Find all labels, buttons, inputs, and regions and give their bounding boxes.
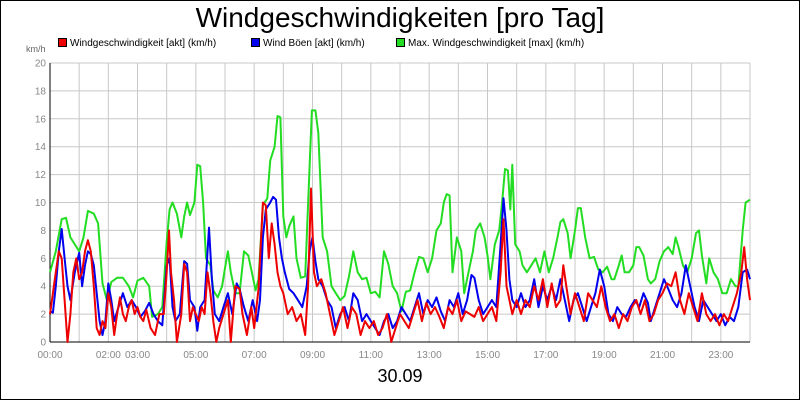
x-tick-label: 11:00 [359,350,384,361]
x-tick-label: 07:00 [242,350,267,361]
x-tick-label: 00:00 [37,350,62,361]
y-tick-label: 6 [40,254,46,265]
x-tick-label: 05:00 [183,350,208,361]
y-tick-label: 8 [40,226,46,237]
legend-label-max: Max. Windgeschwindigkeit [max] (km/h) [408,38,585,49]
y-tick-label: 0 [40,338,46,349]
y-axis-unit: km/h [26,44,46,54]
legend-item-max: Max. Windgeschwindigkeit [max] (km/h) [396,37,585,50]
series-line-max [49,109,751,318]
x-tick-label: 02:00 [96,350,121,361]
y-tick-label: 2 [40,310,46,321]
x-tick-label: 17:00 [533,350,558,361]
y-tick-label: 14 [35,142,47,153]
legend-item-boeen: Wind Böen [akt] (km/h) [251,37,365,50]
legend-label-boeen: Wind Böen [akt] (km/h) [263,38,365,49]
x-tick-label: 23:00 [708,350,733,361]
y-tick-label: 20 [35,59,47,70]
legend-swatch-akt [58,37,67,47]
legend-swatch-boeen [251,37,260,47]
x-tick-label: 09:00 [300,350,325,361]
x-tick-label: 19:00 [592,350,617,361]
series-line-akt [49,187,751,343]
y-tick-label: 18 [35,86,47,97]
x-axis-date-label: 30.09 [377,366,423,386]
y-tick-label: 10 [35,198,47,209]
y-tick-label: 4 [40,282,46,293]
x-tick-label: 15:00 [475,350,500,361]
x-tick-label: 21:00 [650,350,675,361]
x-tick-label: 03:00 [125,350,150,361]
chart-title: Windgeschwindigkeiten [pro Tag] [195,2,605,33]
y-tick-label: 16 [35,114,47,125]
y-tick-label: 12 [35,170,47,181]
x-tick-label: 13:00 [417,350,442,361]
legend-item-akt: Windgeschwindigkeit [akt] (km/h) [58,37,217,50]
legend-label-akt: Windgeschwindigkeit [akt] (km/h) [70,38,217,49]
legend-swatch-max [396,37,405,47]
